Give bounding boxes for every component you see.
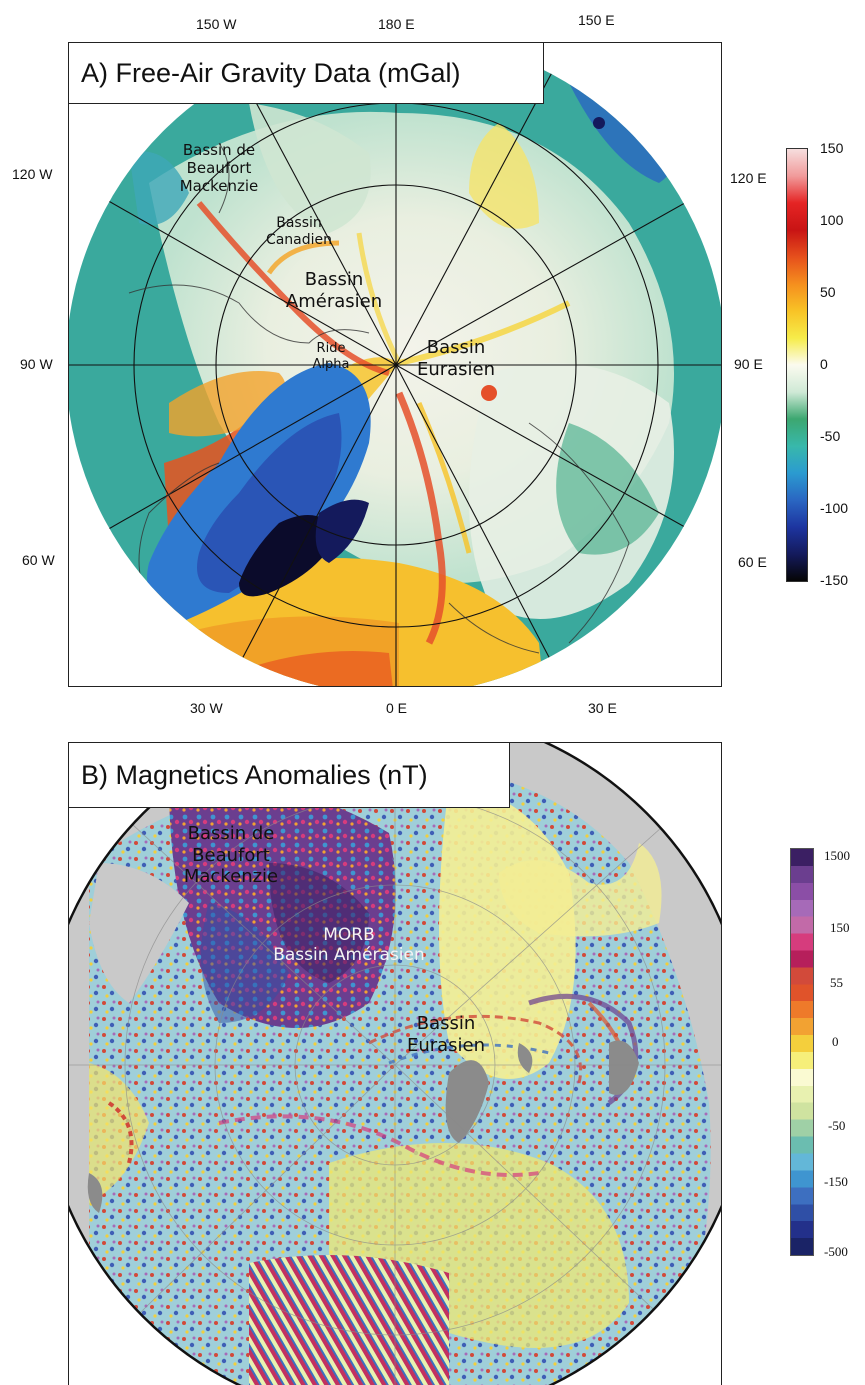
magnetics-colorbar-tick-55: 55 xyxy=(830,975,843,990)
label-morb-bassin-amerasien: MORB Bassin Amérasien xyxy=(273,925,425,966)
magnetics-colorbar-tick-minus50: -50 xyxy=(828,1118,846,1133)
lon-label-90w: 90 W xyxy=(20,356,53,372)
lon-label-60e: 60 E xyxy=(738,554,767,570)
lon-label-150e: 150 E xyxy=(578,12,615,28)
lon-label-30e: 30 E xyxy=(588,700,617,716)
magnetics-panel-title: B) Magnetics Anomalies (nT) xyxy=(69,743,510,808)
coastlines xyxy=(128,142,630,654)
label-bassin-beaufort-mackenzie: Bassin de Beaufort Mackenzie xyxy=(179,141,259,195)
gravity-map xyxy=(69,43,721,686)
lon-label-90e: 90 E xyxy=(734,356,763,372)
magnetics-graticule xyxy=(69,743,721,1385)
lon-label-120e: 120 E xyxy=(730,170,767,186)
magnetics-colorbar xyxy=(790,848,814,1256)
gravity-colorbar-tick-minus50: -50 xyxy=(820,428,841,444)
lon-label-150w: 150 W xyxy=(196,16,237,32)
gravity-colorbar-tick-150: 150 xyxy=(820,140,844,156)
lon-label-60w: 60 W xyxy=(22,552,55,568)
magnetics-map xyxy=(69,743,721,1385)
gravity-map-panel: A) Free-Air Gravity Data (mGal) Bassin d… xyxy=(68,42,722,687)
label-bassin-eurasien: Bassin Eurasien xyxy=(416,337,496,380)
lon-label-30w: 30 W xyxy=(190,700,223,716)
gravity-colorbar-tick-minus100: -100 xyxy=(820,500,849,516)
gravity-colorbar-tick-0: 0 xyxy=(820,356,828,372)
gravity-colorbar-tick-minus150: -150 xyxy=(820,572,849,588)
magnetics-colorbar-tick-minus500: -500 xyxy=(824,1244,848,1259)
magnetics-colorbar-gradient xyxy=(791,849,813,1255)
label-bassin-canadien: Bassin Canadien xyxy=(265,215,333,248)
lon-label-180e: 180 E xyxy=(378,16,415,32)
gravity-colorbar-tick-50: 50 xyxy=(820,284,836,300)
magnetics-colorbar-tick-1500: 1500 xyxy=(824,848,850,863)
lon-label-120w: 120 W xyxy=(12,166,53,182)
gravity-colorbar-tick-100: 100 xyxy=(820,212,844,228)
lon-label-0e: 0 E xyxy=(386,700,408,716)
gravity-field xyxy=(69,43,721,686)
label-ride-alpha: Ride Alpha xyxy=(312,341,350,372)
magnetics-colorbar-tick-0: 0 xyxy=(832,1034,839,1049)
label-bassin-amerasien: Bassin Amérasien xyxy=(285,269,383,312)
label-bassin-beaufort-mackenzie-b: Bassin de Beaufort Mackenzie xyxy=(183,823,279,888)
label-bassin-eurasien-b: Bassin Eurasien xyxy=(406,1013,486,1056)
magnetics-map-panel: B) Magnetics Anomalies (nT) Bassin de Be… xyxy=(68,742,722,1385)
gravity-colorbar-gradient xyxy=(787,149,807,581)
magnetics-colorbar-tick-minus150: -150 xyxy=(824,1174,848,1189)
magnetics-colorbar-tick-150: 150 xyxy=(830,920,850,935)
gravity-panel-title: A) Free-Air Gravity Data (mGal) xyxy=(69,43,544,104)
gravity-colorbar xyxy=(786,148,808,582)
